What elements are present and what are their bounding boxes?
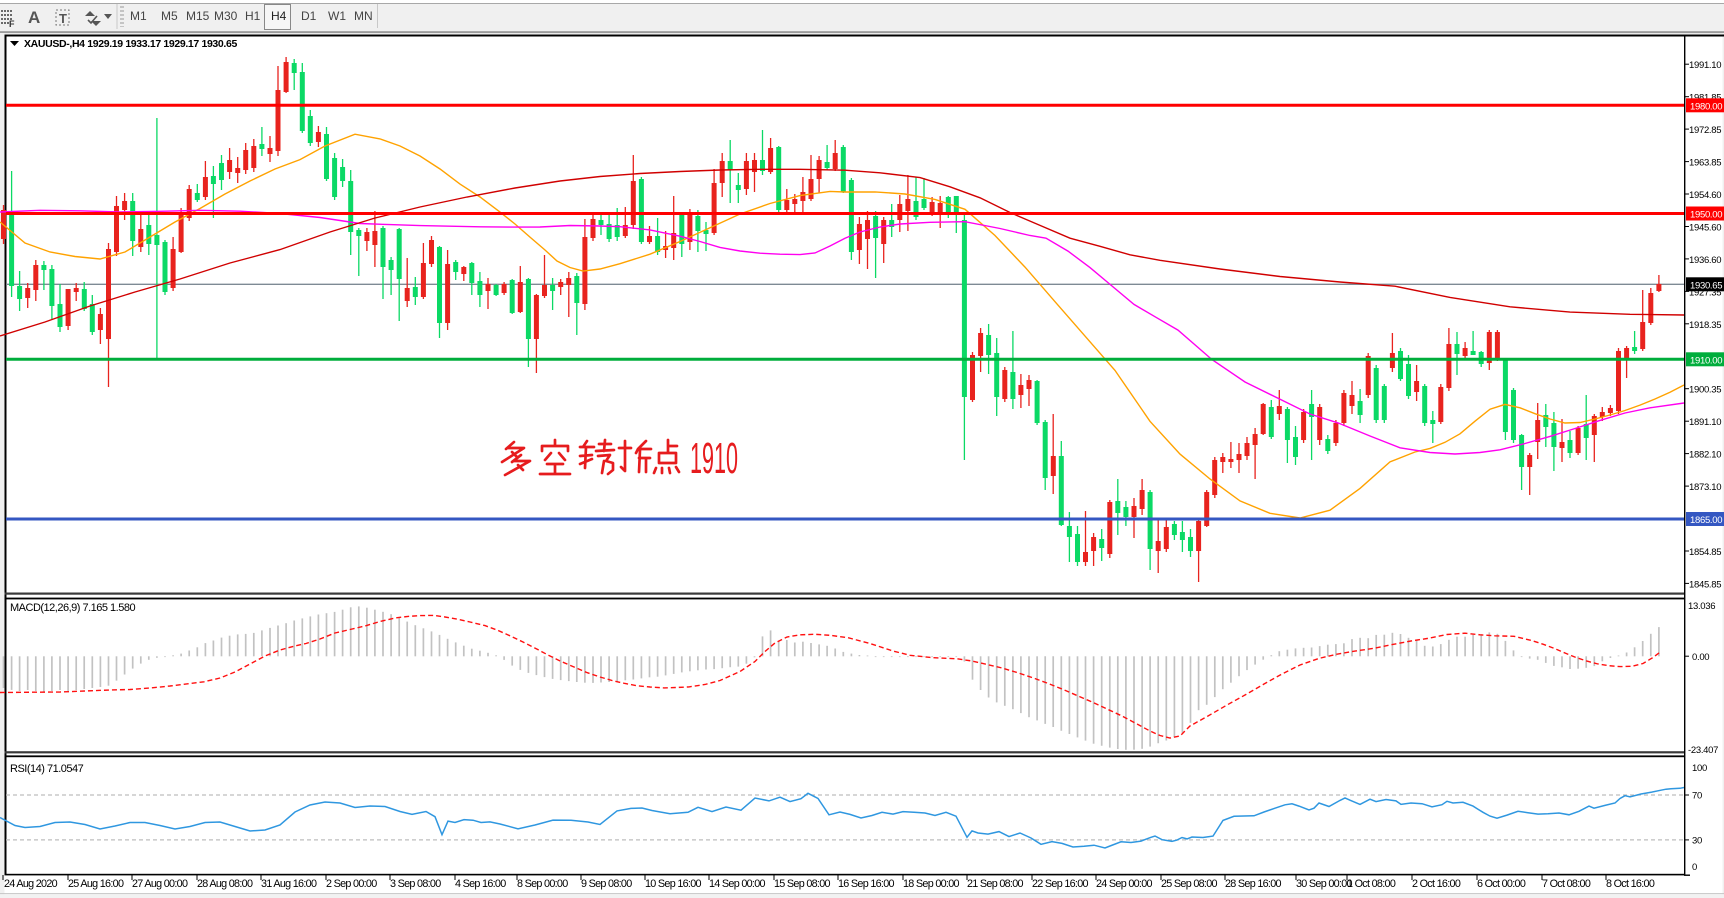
svg-text:24 Sep 00:00: 24 Sep 00:00 <box>1096 878 1153 890</box>
svg-text:A: A <box>28 8 40 27</box>
svg-text:1930.65: 1930.65 <box>1690 280 1722 291</box>
svg-text:1936.60: 1936.60 <box>1689 255 1721 266</box>
svg-text:1854.85: 1854.85 <box>1689 547 1721 558</box>
svg-text:9 Sep 08:00: 9 Sep 08:00 <box>581 878 632 890</box>
svg-text:25 Sep 08:00: 25 Sep 08:00 <box>1161 878 1218 890</box>
svg-text:1910: 1910 <box>690 434 738 483</box>
svg-text:1910.00: 1910.00 <box>1690 355 1722 366</box>
svg-text:1882.10: 1882.10 <box>1689 450 1721 461</box>
svg-text:1927.35: 1927.35 <box>1689 287 1721 298</box>
svg-text:1991.10: 1991.10 <box>1689 60 1721 71</box>
svg-text:28 Sep 16:00: 28 Sep 16:00 <box>1225 878 1282 890</box>
svg-text:24 Aug 2020: 24 Aug 2020 <box>4 878 58 890</box>
svg-text:0: 0 <box>1692 862 1697 873</box>
svg-text:4 Sep 16:00: 4 Sep 16:00 <box>455 878 506 890</box>
svg-text:1963.85: 1963.85 <box>1689 158 1721 169</box>
svg-text:1950.00: 1950.00 <box>1690 210 1722 221</box>
svg-text:2 Oct 16:00: 2 Oct 16:00 <box>1412 878 1461 890</box>
svg-text:13.036: 13.036 <box>1688 601 1715 612</box>
svg-text:MACD(12,26,9) 7.165 1.580: MACD(12,26,9) 7.165 1.580 <box>10 602 135 614</box>
svg-text:30: 30 <box>1692 836 1702 847</box>
svg-text:RSI(14) 71.0547: RSI(14) 71.0547 <box>10 763 84 775</box>
svg-text:-23.407: -23.407 <box>1688 745 1718 756</box>
svg-text:XAUUSD-,H4 1929.19 1933.17 19: XAUUSD-,H4 1929.19 1933.17 1929.17 1930.… <box>24 38 237 50</box>
svg-text:28 Aug 08:00: 28 Aug 08:00 <box>197 878 253 890</box>
svg-text:1891.10: 1891.10 <box>1689 417 1721 428</box>
svg-text:1981.85: 1981.85 <box>1689 93 1721 104</box>
svg-text:14 Sep 00:00: 14 Sep 00:00 <box>709 878 766 890</box>
svg-text:1873.10: 1873.10 <box>1689 482 1721 493</box>
svg-text:1900.35: 1900.35 <box>1689 385 1721 396</box>
svg-text:31 Aug 16:00: 31 Aug 16:00 <box>261 878 317 890</box>
svg-text:1980.00: 1980.00 <box>1690 101 1722 112</box>
svg-text:21 Sep 08:00: 21 Sep 08:00 <box>967 878 1024 890</box>
svg-text:7 Oct 08:00: 7 Oct 08:00 <box>1542 878 1591 890</box>
svg-text:1845.85: 1845.85 <box>1689 579 1721 590</box>
svg-text:15 Sep 08:00: 15 Sep 08:00 <box>774 878 831 890</box>
svg-text:8 Sep 00:00: 8 Sep 00:00 <box>517 878 568 890</box>
svg-text:18 Sep 00:00: 18 Sep 00:00 <box>903 878 960 890</box>
svg-text:10 Sep 16:00: 10 Sep 16:00 <box>645 878 702 890</box>
svg-text:1972.85: 1972.85 <box>1689 125 1721 136</box>
svg-text:1865.00: 1865.00 <box>1690 515 1722 526</box>
svg-text:6 Oct 00:00: 6 Oct 00:00 <box>1477 878 1526 890</box>
svg-text:1 Oct 08:00: 1 Oct 08:00 <box>1347 878 1396 890</box>
svg-text:30 Sep 00:00: 30 Sep 00:00 <box>1296 878 1353 890</box>
svg-text:16 Sep 16:00: 16 Sep 16:00 <box>838 878 895 890</box>
svg-text:22 Sep 16:00: 22 Sep 16:00 <box>1032 878 1089 890</box>
svg-text:F: F <box>9 19 15 29</box>
svg-text:1918.35: 1918.35 <box>1689 320 1721 331</box>
svg-text:25 Aug 16:00: 25 Aug 16:00 <box>68 878 124 890</box>
svg-text:70: 70 <box>1692 791 1702 802</box>
svg-text:1954.60: 1954.60 <box>1689 190 1721 201</box>
svg-text:8 Oct 16:00: 8 Oct 16:00 <box>1606 878 1655 890</box>
svg-text:2 Sep 00:00: 2 Sep 00:00 <box>326 878 377 890</box>
svg-text:T: T <box>59 11 67 26</box>
svg-text:27 Aug 00:00: 27 Aug 00:00 <box>132 878 188 890</box>
svg-text:100: 100 <box>1692 763 1707 774</box>
svg-text:0.00: 0.00 <box>1692 652 1709 663</box>
svg-text:1945.60: 1945.60 <box>1689 223 1721 234</box>
svg-text:3 Sep 08:00: 3 Sep 08:00 <box>390 878 441 890</box>
